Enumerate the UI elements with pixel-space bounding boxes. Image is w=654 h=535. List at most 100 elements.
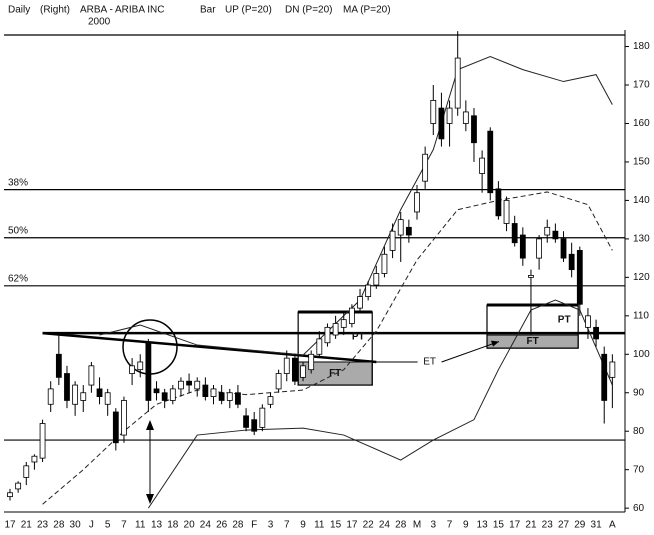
x-tick-label: 24 — [379, 520, 391, 531]
candle-body — [454, 57, 461, 109]
et-label: ET — [423, 357, 436, 368]
candle-body — [169, 388, 176, 401]
candle-body — [64, 373, 70, 401]
y-tick-label: 80 — [633, 426, 645, 437]
band-line — [99, 56, 613, 356]
legend-entry: DN (P=20) — [285, 5, 333, 16]
x-tick-label: 24 — [200, 520, 212, 531]
candle-body — [145, 342, 152, 401]
y-tick-label: 140 — [633, 195, 650, 206]
candle-body — [422, 153, 429, 182]
candle-body — [544, 226, 551, 236]
candle-body — [178, 380, 184, 390]
candle-body — [462, 111, 469, 124]
box-label: FT — [526, 336, 538, 347]
candle-body — [7, 492, 13, 498]
x-tick-label: M — [413, 520, 421, 531]
scale-side: (Right) — [40, 5, 70, 16]
x-tick-label: F — [251, 520, 257, 531]
candle-body — [194, 380, 201, 390]
candle-body — [300, 365, 306, 378]
x-tick-label: 3 — [268, 520, 274, 531]
x-tick-label: 15 — [493, 520, 505, 531]
candle-body — [96, 388, 103, 397]
candle-body — [72, 384, 79, 405]
x-tick-label: A — [609, 520, 616, 531]
x-tick-label: 28 — [232, 520, 244, 531]
candle-body — [275, 373, 282, 390]
bar-label: Bar — [200, 5, 216, 16]
x-tick-label: 18 — [167, 520, 179, 531]
x-tick-label: J — [89, 520, 94, 531]
x-tick-label: 11 — [314, 520, 325, 531]
candle-body — [487, 130, 494, 194]
candle-body — [528, 275, 534, 278]
x-tick-label: 15 — [330, 520, 342, 531]
trend-line — [42, 331, 377, 364]
candle-body — [495, 188, 502, 217]
candle-body — [80, 392, 87, 401]
candle-body — [153, 388, 160, 394]
candle-body — [511, 223, 518, 244]
candle-body — [536, 238, 542, 259]
x-tick-label: 31 — [591, 520, 603, 531]
fib-label: 62% — [8, 273, 28, 284]
et-arrow — [441, 341, 500, 363]
candle-body — [291, 357, 298, 382]
candle-body — [137, 361, 144, 371]
candle-body — [560, 238, 567, 259]
band-line — [42, 191, 613, 505]
candle-body — [576, 250, 583, 305]
candle-body — [235, 392, 241, 405]
candle-body — [357, 296, 363, 309]
candle-body — [186, 380, 192, 386]
candle-body — [373, 273, 380, 286]
y-tick-label: 90 — [633, 387, 645, 398]
candle-body — [340, 319, 347, 328]
x-tick-label: 23 — [37, 520, 49, 531]
x-tick-label: 11 — [135, 520, 146, 531]
box-label: PT — [558, 315, 571, 326]
y-tick-label: 160 — [633, 118, 650, 129]
candle-body — [316, 338, 323, 355]
candle-body — [332, 323, 339, 336]
candle-body — [226, 392, 233, 401]
candle-body — [365, 284, 372, 297]
candle-body — [552, 230, 559, 240]
candle-body — [104, 392, 111, 405]
candle-body — [267, 396, 274, 405]
x-tick-label: 27 — [558, 520, 570, 531]
candle-body — [112, 411, 119, 444]
candle-body — [161, 392, 168, 401]
x-tick-label: 7 — [284, 520, 290, 531]
candle-body — [283, 357, 290, 374]
x-tick-label: 29 — [574, 520, 586, 531]
x-tick-label: 17 — [4, 520, 16, 531]
candle-body — [471, 115, 477, 144]
period: Daily — [8, 5, 30, 16]
x-tick-label: 5 — [105, 520, 111, 531]
x-tick-label: 17 — [509, 520, 521, 531]
x-tick-label: 13 — [151, 520, 163, 531]
candle-body — [55, 353, 62, 378]
candle-body — [308, 353, 315, 371]
candle-body — [389, 230, 396, 251]
candle-body — [446, 107, 453, 124]
y-tick-label: 70 — [633, 464, 645, 475]
x-tick-label: 7 — [447, 520, 453, 531]
fib-label: 50% — [8, 225, 28, 236]
legend-entry: MA (P=20) — [343, 5, 391, 16]
year: 2000 — [88, 17, 111, 28]
x-tick-label: 13 — [477, 520, 489, 531]
x-tick-label: 28 — [395, 520, 407, 531]
box-label: PT — [352, 332, 365, 343]
candle-body — [593, 326, 599, 340]
x-tick-label: 21 — [21, 520, 33, 531]
y-tick-label: 60 — [633, 503, 645, 514]
candle-body — [405, 226, 412, 236]
candle-body — [568, 253, 575, 271]
y-tick-label: 150 — [633, 157, 650, 168]
x-tick-label: 17 — [346, 520, 358, 531]
candle-body — [202, 384, 209, 397]
